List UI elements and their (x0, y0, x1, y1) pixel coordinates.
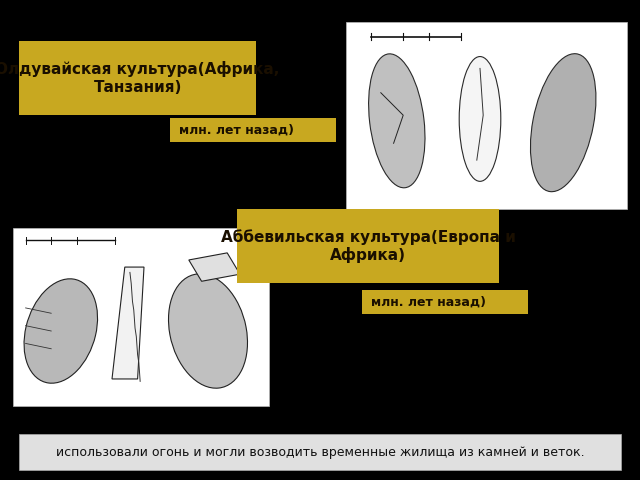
Ellipse shape (369, 54, 425, 188)
FancyBboxPatch shape (362, 290, 528, 314)
Polygon shape (189, 253, 240, 281)
Text: Аббевильская культура(Европа и
Африка): Аббевильская культура(Европа и Африка) (221, 229, 515, 263)
Ellipse shape (168, 274, 248, 388)
FancyBboxPatch shape (237, 209, 499, 283)
FancyBboxPatch shape (19, 41, 256, 115)
FancyBboxPatch shape (13, 228, 269, 406)
Text: млн. лет назад): млн. лет назад) (371, 296, 486, 309)
Ellipse shape (531, 54, 596, 192)
Ellipse shape (24, 279, 97, 383)
Text: млн. лет назад): млн. лет назад) (179, 123, 294, 136)
FancyBboxPatch shape (170, 118, 336, 142)
Ellipse shape (460, 57, 501, 181)
Text: использовали огонь и могли возводить временные жилища из камней и веток.: использовали огонь и могли возводить вре… (56, 446, 584, 459)
FancyBboxPatch shape (19, 434, 621, 470)
Polygon shape (112, 267, 144, 379)
Text: Олдувайская культура(Африка,
Танзания): Олдувайская культура(Африка, Танзания) (0, 61, 280, 95)
FancyBboxPatch shape (346, 22, 627, 209)
